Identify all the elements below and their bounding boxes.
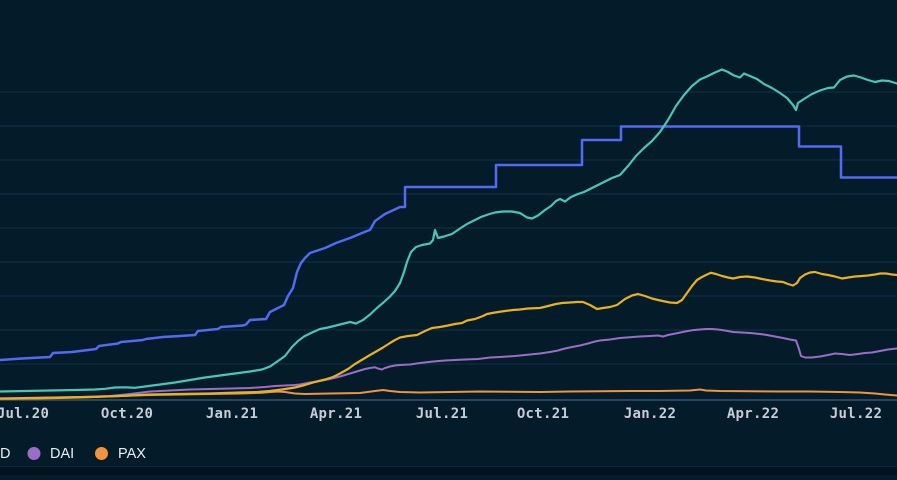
x-axis-tick-labels: Jul.20 Oct.20 Jan.21 Apr.21 Jul.21 Oct.21 Jan.… [0, 406, 882, 422]
legend-dot-dai[interactable] [27, 447, 41, 460]
x-tick-label: Jan.22 [624, 406, 676, 422]
x-tick-label: Jul.21 [416, 406, 468, 422]
gridlines [0, 91, 897, 365]
chart-series [0, 68, 897, 400]
teal-line[interactable] [0, 68, 897, 393]
legend-item-clipped[interactable]: D [0, 446, 10, 462]
legend-dot-pax[interactable] [95, 447, 108, 460]
legend-item-dai[interactable]: DAI [50, 446, 74, 462]
blue-stepped-line[interactable] [0, 125, 897, 362]
gold-line[interactable] [0, 270, 897, 400]
x-tick-label: Apr.21 [310, 406, 362, 422]
purple-line[interactable] [0, 328, 897, 400]
x-tick-label: Oct.20 [101, 406, 153, 422]
panel-bottom-edge [0, 466, 897, 475]
x-tick-label: Jul.20 [0, 406, 49, 422]
legend-item-pax[interactable]: PAX [118, 446, 146, 462]
x-tick-label: Jan.21 [206, 406, 258, 422]
x-tick-label: Apr.22 [727, 406, 779, 422]
chart-legend: D DAI PAX [0, 446, 146, 462]
x-tick-label: Oct.21 [517, 406, 569, 422]
x-tick-label: Jul.22 [830, 406, 882, 422]
